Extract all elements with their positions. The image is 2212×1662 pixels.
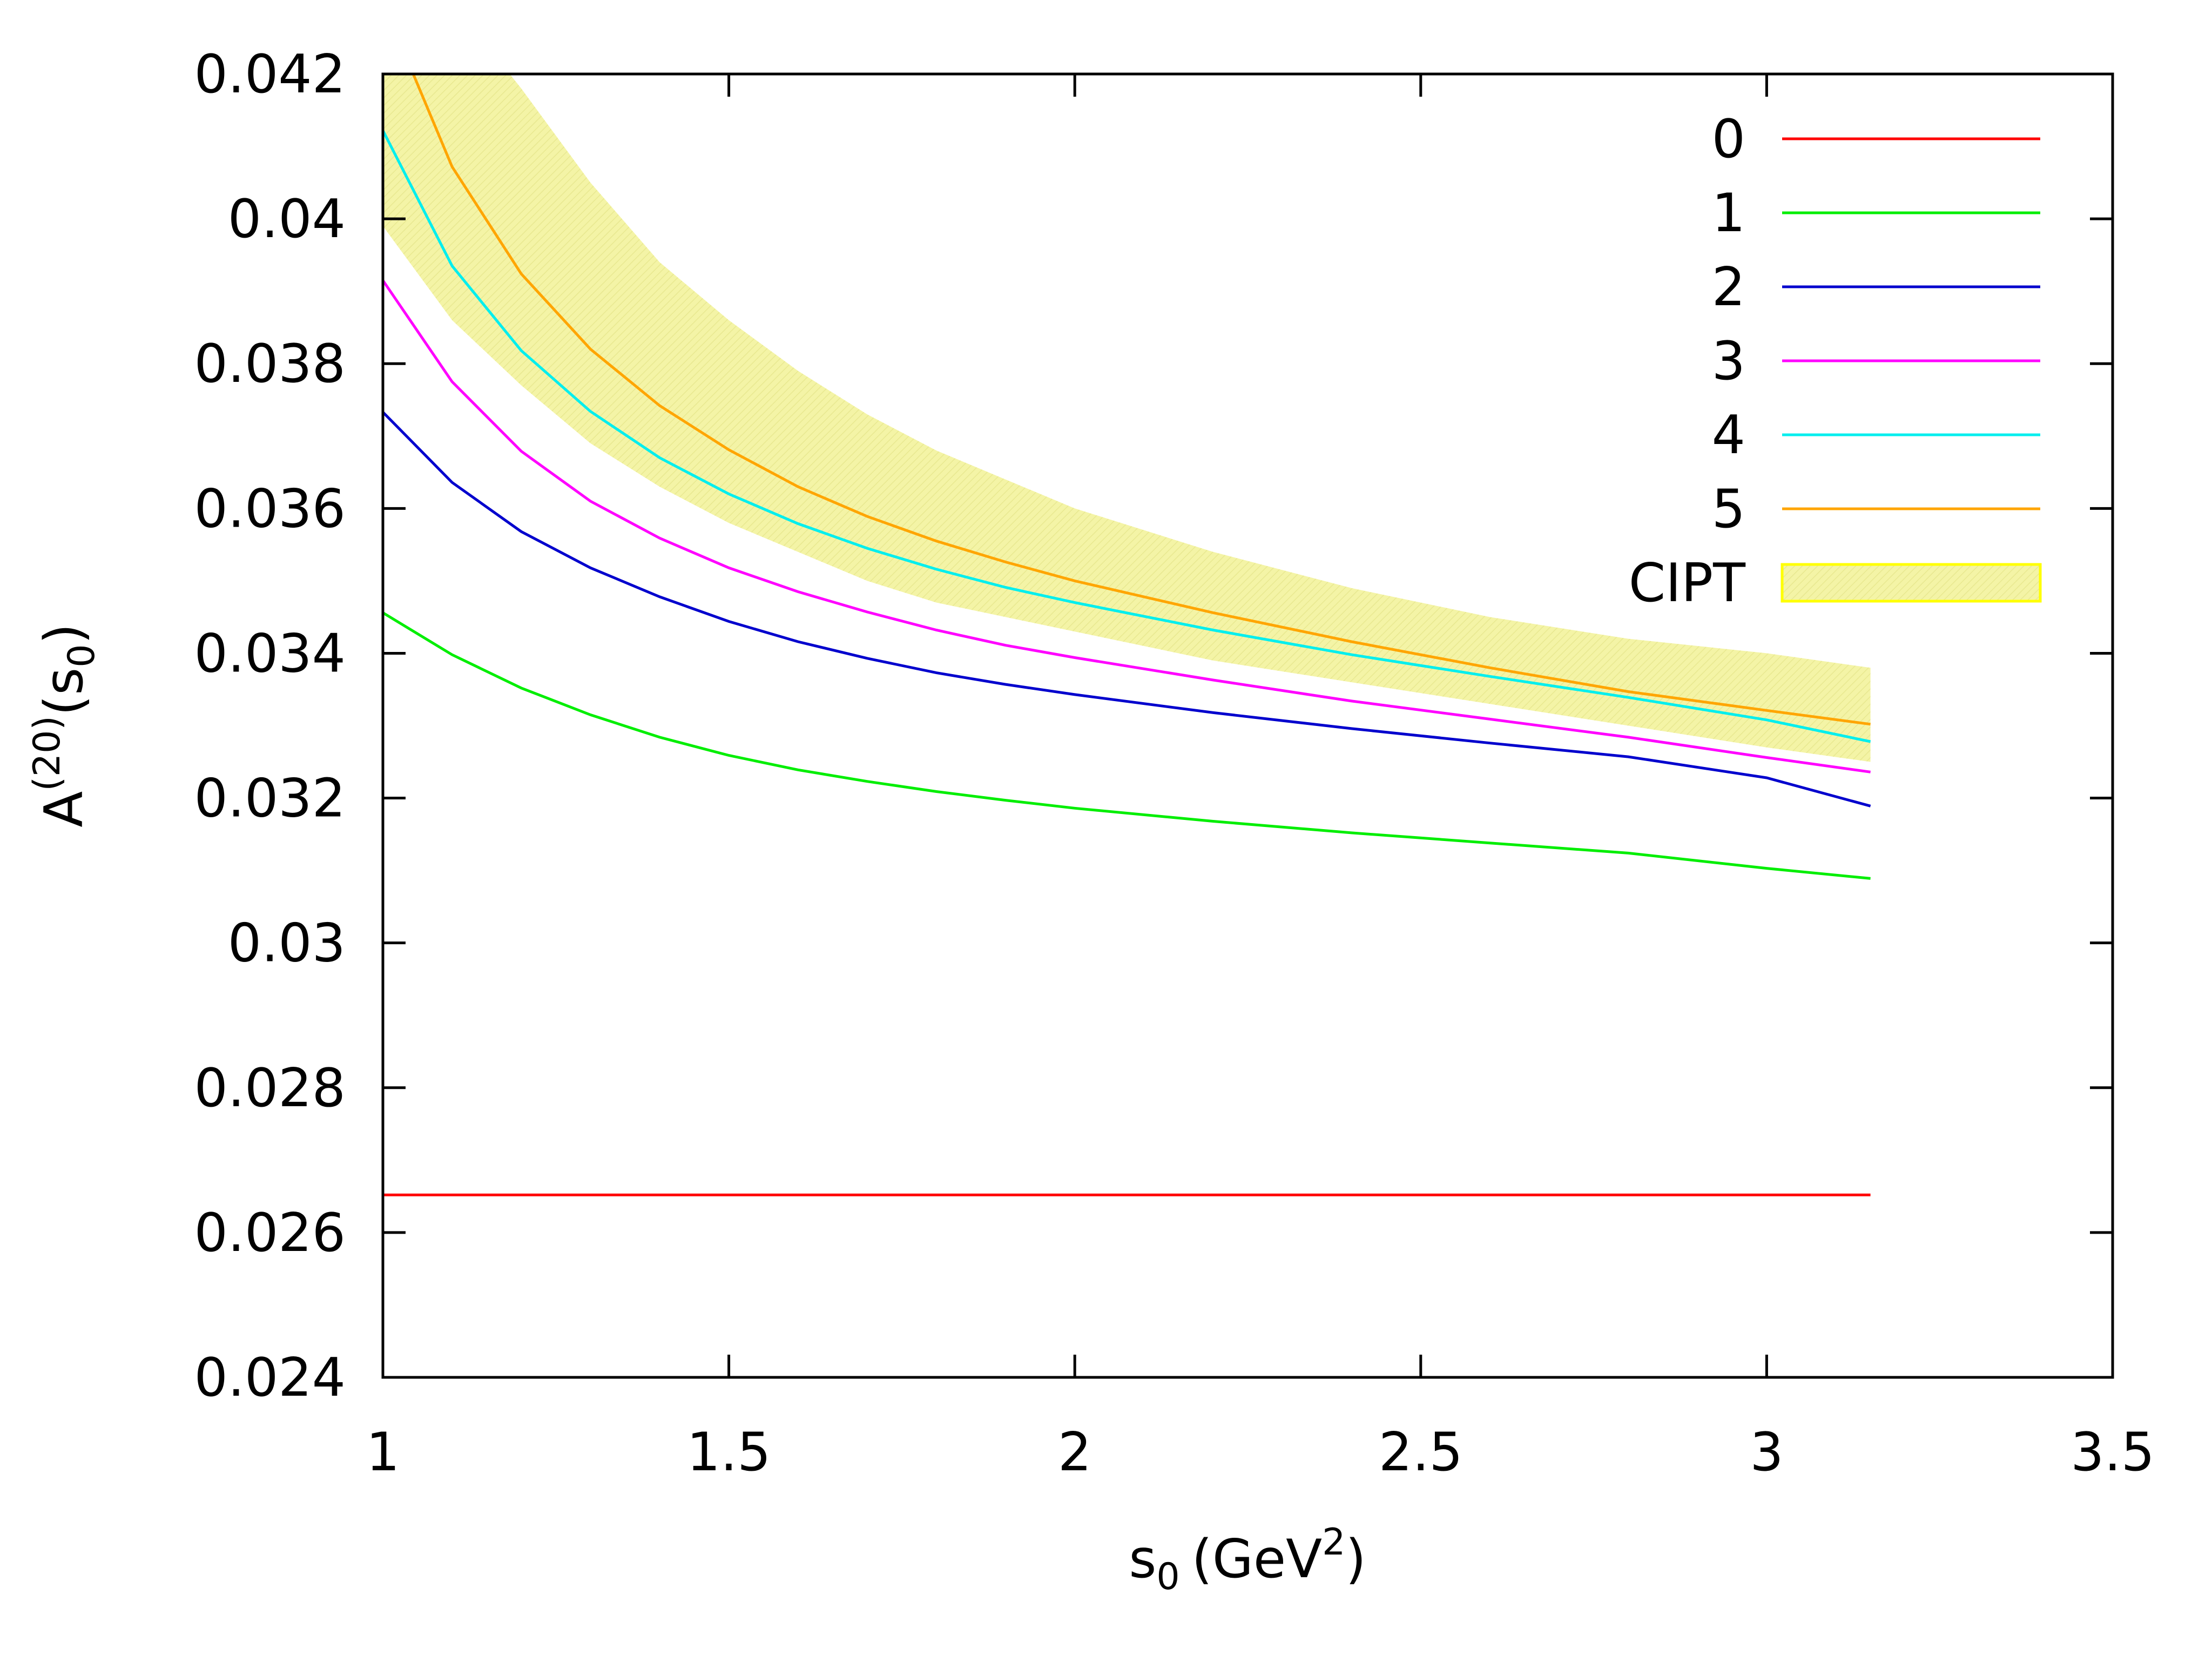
legend-label-2: 2 (1712, 257, 1745, 318)
x-tick-labels: 1 1.5 2 2.5 3 3.5 (366, 1422, 2155, 1483)
y-tick-labels: 0.024 0.026 0.028 0.03 0.032 0.034 0.036 0.038 0… (194, 44, 346, 1409)
x-tick-label: 1 (366, 1422, 400, 1483)
series-line-4 (383, 130, 1871, 743)
y-axis-title-sub: 0 (60, 644, 103, 668)
x-axis-title-sup: 2 (1322, 1521, 1345, 1564)
x-tick-label: 2 (1058, 1422, 1091, 1483)
tick-layer (381, 72, 2114, 1379)
y-axis-title-main: A (33, 791, 95, 827)
legend-label-0: 0 (1712, 109, 1745, 170)
series-line-1 (383, 611, 1871, 880)
y-tick-label: 0.038 (194, 333, 346, 395)
x-axis-title: s0 (GeV2) (1129, 1521, 1366, 1598)
legend: 0 1 2 3 4 5 CIPT (1629, 109, 2042, 614)
x-tick-label: 3 (1750, 1422, 1783, 1483)
y-tick-label: 0.042 (194, 44, 346, 105)
x-axis-title-main: s (1129, 1529, 1156, 1590)
x-tick-label: 2.5 (1379, 1422, 1463, 1483)
x-axis-title-unit-prefix: (GeV (1192, 1529, 1323, 1590)
y-tick-label: 0.028 (194, 1058, 346, 1119)
y-tick-label: 0.034 (194, 623, 346, 684)
legend-label-5: 5 (1712, 479, 1745, 540)
y-axis-title: A(20)(s0) (26, 623, 103, 827)
y-tick-label: 0.026 (194, 1202, 346, 1264)
y-axis-title-sup: (20) (26, 716, 69, 791)
y-tick-label: 0.032 (194, 768, 346, 830)
legend-label-cipt: CIPT (1629, 553, 1746, 614)
x-axis-title-sub: 0 (1156, 1556, 1179, 1598)
x-tick-label: 1.5 (687, 1422, 771, 1483)
legend-label-3: 3 (1712, 331, 1745, 392)
series-layer (383, 74, 1871, 1196)
y-tick-label: 0.03 (228, 913, 346, 974)
x-tick-label: 3.5 (2071, 1422, 2155, 1483)
y-tick-label: 0.036 (194, 478, 346, 540)
series-line-2 (383, 411, 1871, 808)
y-tick-label: 0.04 (228, 189, 346, 250)
y-axis-title-open: (s (33, 668, 95, 716)
x-axis-title-unit-suffix: ) (1345, 1529, 1366, 1590)
legend-label-4: 4 (1712, 405, 1745, 466)
legend-swatch-cipt (1781, 563, 2042, 603)
series-line-3 (383, 279, 1871, 773)
plot-frame (381, 72, 2114, 1379)
series-line-5 (412, 74, 1871, 726)
y-axis-title-close: ) (33, 623, 95, 644)
legend-label-1: 1 (1712, 183, 1745, 244)
y-tick-label: 0.024 (194, 1347, 346, 1409)
